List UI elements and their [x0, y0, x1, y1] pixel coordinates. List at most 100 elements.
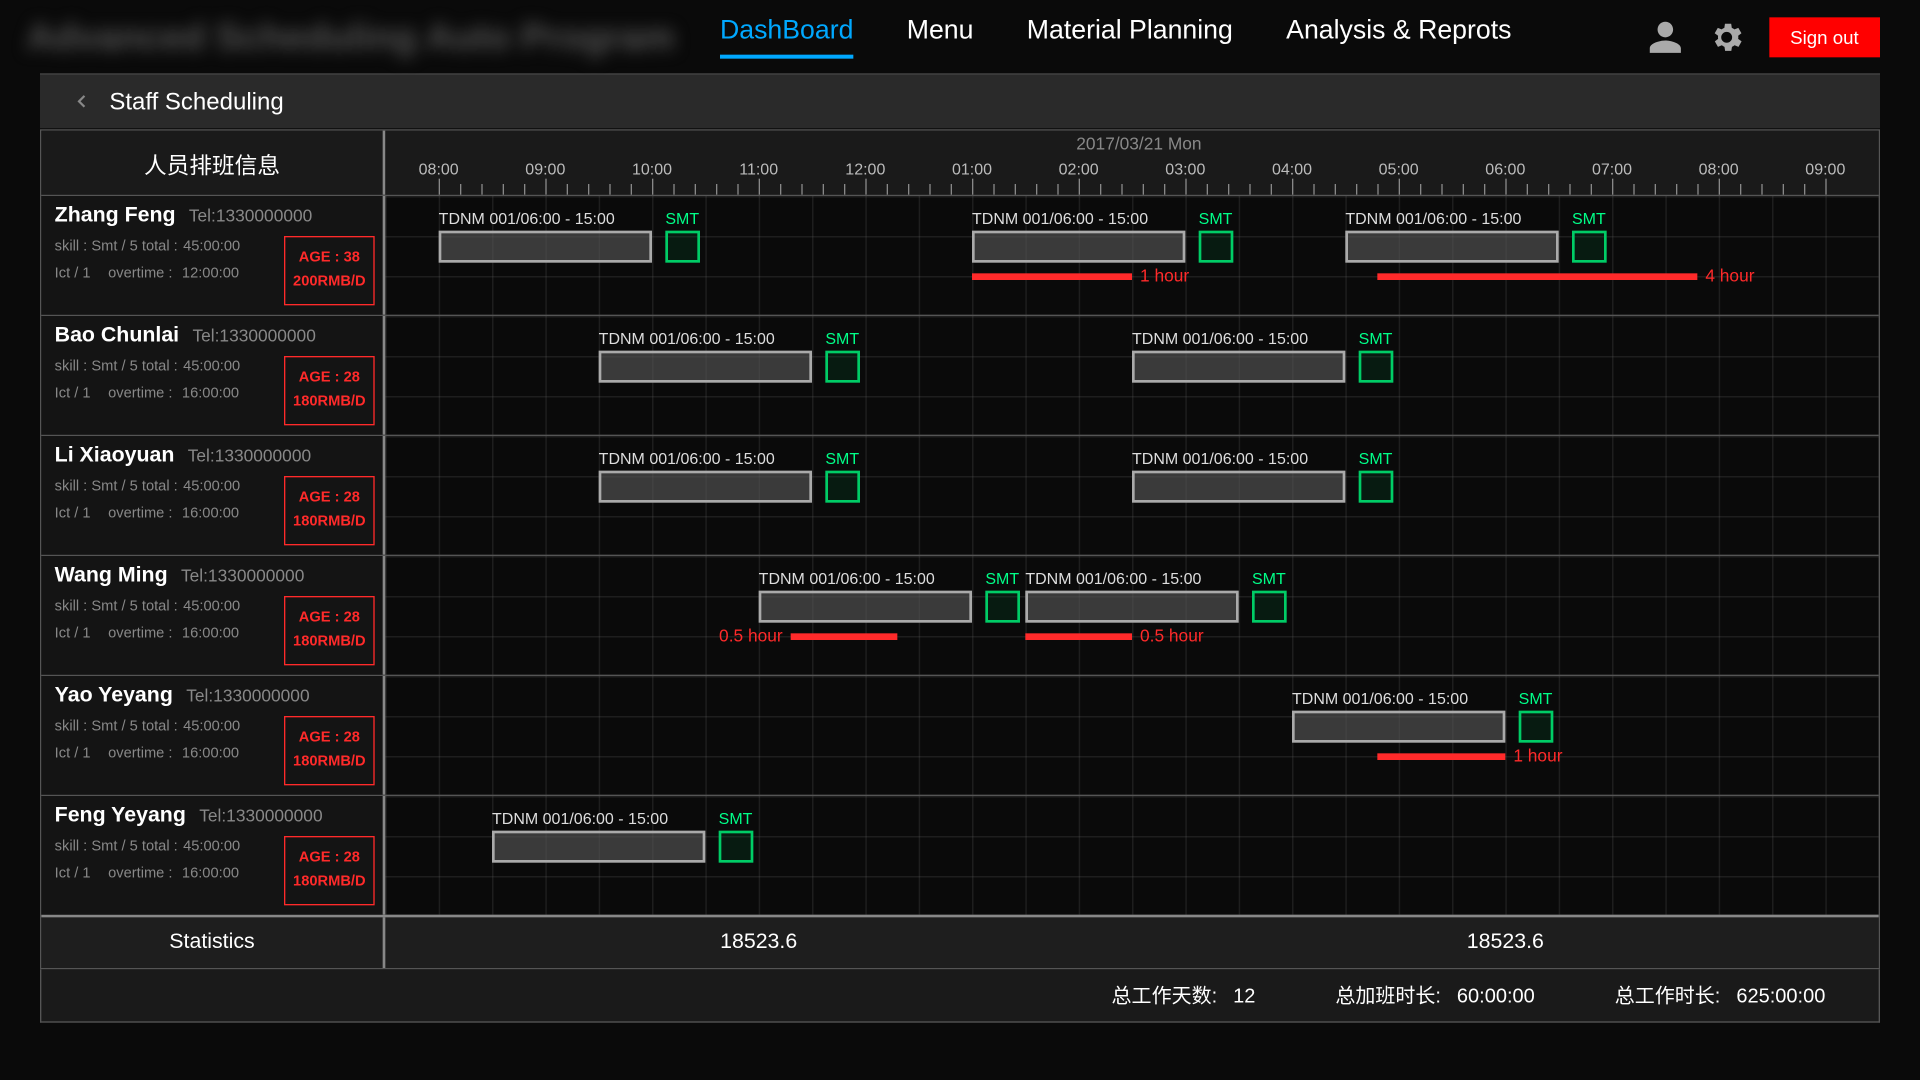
task-block[interactable]: TDNM 001/06:00 - 15:00 [1025, 569, 1238, 636]
task-label: TDNM 001/06:00 - 15:00 [1292, 689, 1505, 708]
sign-out-button[interactable]: Sign out [1769, 17, 1880, 57]
staff-name: Li Xiaoyuan [55, 444, 175, 468]
task-label: TDNM 001/06:00 - 15:00 [1345, 209, 1558, 228]
footer-stat-value: 60:00:00 [1457, 985, 1535, 1008]
task-bar [759, 591, 972, 623]
smt-box [985, 591, 1020, 623]
smt-label: SMT [1572, 209, 1607, 228]
time-tick-label: 01:00 [952, 160, 992, 179]
schedule-rows: Zhang FengTel:1330000000skill : Smt / 5 … [41, 195, 1878, 915]
smt-label: SMT [1359, 329, 1394, 348]
smt-box [825, 471, 860, 503]
task-bar [1345, 231, 1558, 263]
smt-block[interactable]: SMT [1252, 569, 1287, 622]
schedule-lane[interactable]: TDNM 001/06:00 - 15:00 SMT TDNM 001/06:00 … [385, 316, 1878, 435]
footer-stat: 总加班时长:60:00:00 [1335, 981, 1534, 1009]
nav-analysis-reprots[interactable]: Analysis & Reprots [1286, 15, 1511, 58]
age-rate-box: AGE : 28180RMB/D [284, 356, 375, 425]
staff-row: Bao ChunlaiTel:1330000000skill : Smt / 5… [41, 315, 1878, 435]
task-block[interactable]: TDNM 001/06:00 - 15:00 [1292, 689, 1505, 756]
task-block[interactable]: TDNM 001/06:00 - 15:00 [599, 449, 812, 516]
task-bar [1025, 591, 1238, 623]
task-label: TDNM 001/06:00 - 15:00 [1132, 449, 1345, 468]
brand-text: Advanced Scheduling Auto Program [27, 15, 720, 58]
task-label: TDNM 001/06:00 - 15:00 [492, 809, 705, 828]
task-bar [1132, 471, 1345, 503]
smt-box [719, 831, 754, 863]
time-tick-label: 11:00 [739, 160, 778, 179]
staff-info: Li XiaoyuanTel:1330000000skill : Smt / 5… [41, 436, 385, 555]
task-block[interactable]: TDNM 001/06:00 - 15:00 [1132, 329, 1345, 396]
task-block[interactable]: TDNM 001/06:00 - 15:00 [1132, 449, 1345, 516]
staff-info: Bao ChunlaiTel:1330000000skill : Smt / 5… [41, 316, 385, 435]
staff-row: Yao YeyangTel:1330000000skill : Smt / 5 … [41, 675, 1878, 795]
smt-label: SMT [1519, 689, 1554, 708]
smt-block[interactable]: SMT [1199, 209, 1234, 262]
footer-stat-label: 总工作天数: [1112, 985, 1218, 1008]
overtime-label: 0.5 hour [719, 625, 783, 645]
timeline-header: 人员排班信息 2017/03/21 Mon08:0009:0010:0011:0… [41, 131, 1878, 195]
schedule-lane[interactable]: TDNM 001/06:00 - 15:00 SMT [385, 796, 1878, 915]
time-tick-label: 09:00 [525, 160, 565, 179]
staff-name: Bao Chunlai [55, 324, 179, 348]
staff-name: Wang Ming [55, 564, 168, 588]
user-icon[interactable] [1646, 18, 1683, 55]
time-tick-label: 02:00 [1059, 160, 1099, 179]
staff-info: Zhang FengTel:1330000000skill : Smt / 5 … [41, 196, 385, 315]
time-axis: 2017/03/21 Mon08:0009:0010:0011:0012:000… [385, 131, 1878, 195]
task-block[interactable]: TDNM 001/06:00 - 15:00 [599, 329, 812, 396]
overtime-label: 4 hour [1705, 265, 1754, 285]
statistics-value-2: 18523.6 [1132, 917, 1879, 968]
chevron-left-icon[interactable] [72, 92, 91, 111]
smt-label: SMT [1199, 209, 1234, 228]
staff-row: Zhang FengTel:1330000000skill : Smt / 5 … [41, 195, 1878, 315]
smt-block[interactable]: SMT [1572, 209, 1607, 262]
task-label: TDNM 001/06:00 - 15:00 [439, 209, 652, 228]
staff-tel: Tel:1330000000 [192, 325, 315, 345]
overtime-indicator: 0.5 hour [791, 633, 898, 660]
smt-block[interactable]: SMT [1359, 449, 1394, 502]
top-nav: DashBoard Menu Material Planning Analysis &… [720, 15, 1511, 58]
task-block[interactable]: TDNM 001/06:00 - 15:00 [492, 809, 705, 876]
time-tick-label: 08:00 [1699, 160, 1739, 179]
task-label: TDNM 001/06:00 - 15:00 [972, 209, 1185, 228]
nav-menu[interactable]: Menu [907, 15, 974, 58]
smt-box [1359, 351, 1394, 383]
task-block[interactable]: TDNM 001/06:00 - 15:00 [1345, 209, 1558, 276]
staff-info: Feng YeyangTel:1330000000skill : Smt / 5… [41, 796, 385, 915]
smt-label: SMT [985, 569, 1020, 588]
staff-row: Li XiaoyuanTel:1330000000skill : Smt / 5… [41, 435, 1878, 555]
overtime-label: 1 hour [1140, 265, 1189, 285]
age-rate-box: AGE : 38200RMB/D [284, 236, 375, 305]
smt-block[interactable]: SMT [1359, 329, 1394, 382]
smt-label: SMT [1359, 449, 1394, 468]
age-rate-box: AGE : 28180RMB/D [284, 836, 375, 905]
time-tick-label: 03:00 [1165, 160, 1205, 179]
task-bar [492, 831, 705, 863]
task-block[interactable]: TDNM 001/06:00 - 15:00 [759, 569, 972, 636]
gear-icon[interactable] [1707, 18, 1744, 55]
age-rate-box: AGE : 28180RMB/D [284, 476, 375, 545]
schedule-lane[interactable]: TDNM 001/06:00 - 15:00SMT0.5 hourTDNM 00… [385, 556, 1878, 675]
breadcrumb-bar: Staff Scheduling [40, 73, 1880, 129]
task-label: TDNM 001/06:00 - 15:00 [1025, 569, 1238, 588]
schedule-lane[interactable]: TDNM 001/06:00 - 15:00 SMT TDNM 001/06:00 … [385, 436, 1878, 555]
smt-block[interactable]: SMT [825, 329, 860, 382]
nav-dashboard[interactable]: DashBoard [720, 15, 853, 58]
nav-material-planning[interactable]: Material Planning [1027, 15, 1233, 58]
time-tick-label: 09:00 [1805, 160, 1845, 179]
schedule-grid: 人员排班信息 2017/03/21 Mon08:0009:0010:0011:0… [40, 129, 1880, 969]
schedule-lane[interactable]: TDNM 001/06:00 - 15:00 SMT TDNM 001/06:00 … [385, 196, 1878, 315]
schedule-lane[interactable]: TDNM 001/06:00 - 15:00SMT1 hour [385, 676, 1878, 795]
task-label: TDNM 001/06:00 - 15:00 [599, 449, 812, 468]
staff-row: Wang MingTel:1330000000skill : Smt / 5 t… [41, 555, 1878, 675]
smt-block[interactable]: SMT [665, 209, 700, 262]
smt-block[interactable]: SMT [825, 449, 860, 502]
task-block[interactable]: TDNM 001/06:00 - 15:00 [439, 209, 652, 276]
smt-block[interactable]: SMT [719, 809, 754, 862]
footer-stat: 总工作天数:12 [1112, 981, 1256, 1009]
time-tick-label: 08:00 [419, 160, 459, 179]
smt-block[interactable]: SMT [1519, 689, 1554, 742]
smt-block[interactable]: SMT [985, 569, 1020, 622]
smt-box [1519, 711, 1554, 743]
